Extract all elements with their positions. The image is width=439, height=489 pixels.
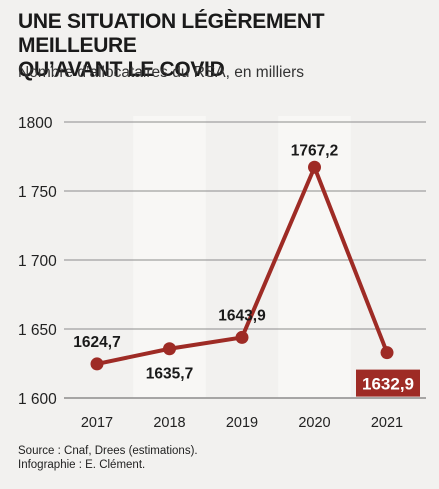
credit-note: Infographie : E. Clément. [18, 459, 146, 471]
data-point-2019 [235, 330, 249, 344]
chart-title: UNE SITUATION LÉGÈREMENT MEILLEURE QU’AV… [18, 10, 428, 82]
data-label-highlight-box [356, 369, 420, 397]
y-tick-label: 1800 [18, 115, 53, 132]
y-tick-label: 1 750 [18, 184, 57, 201]
data-point-2018 [163, 342, 176, 356]
data-label-2020: 1767,2 [291, 142, 338, 159]
y-tick-label: 1 700 [18, 253, 57, 270]
chart-subtitle: Nombre d’allocataires du RSA, en millier… [18, 64, 305, 81]
data-point-2017 [90, 357, 104, 371]
x-tick-label: 2020 [298, 415, 330, 431]
data-point-2021 [380, 346, 394, 360]
data-label-2019: 1643,9 [218, 307, 266, 324]
data-point-2020 [308, 160, 321, 174]
data-label-2018: 1635,7 [146, 366, 193, 383]
x-tick-label: 2019 [226, 415, 258, 431]
data-label-2021: 1632,9 [362, 375, 414, 394]
source-note: Source : Cnaf, Drees (estimations). [18, 445, 198, 457]
x-tick-label: 2018 [153, 415, 185, 431]
chart-footer: Source : Cnaf, Drees (estimations). Info… [18, 444, 198, 472]
x-tick-label: 2017 [81, 415, 113, 431]
y-tick-label: 1 600 [18, 391, 57, 408]
x-tick-label: 2021 [371, 415, 403, 431]
data-label-2017: 1624,7 [73, 334, 120, 351]
title-line-2: QU’AVANT LE COVID [18, 58, 225, 81]
title-line-1: UNE SITUATION LÉGÈREMENT MEILLEURE [18, 10, 325, 57]
y-tick-label: 1 650 [18, 322, 57, 339]
